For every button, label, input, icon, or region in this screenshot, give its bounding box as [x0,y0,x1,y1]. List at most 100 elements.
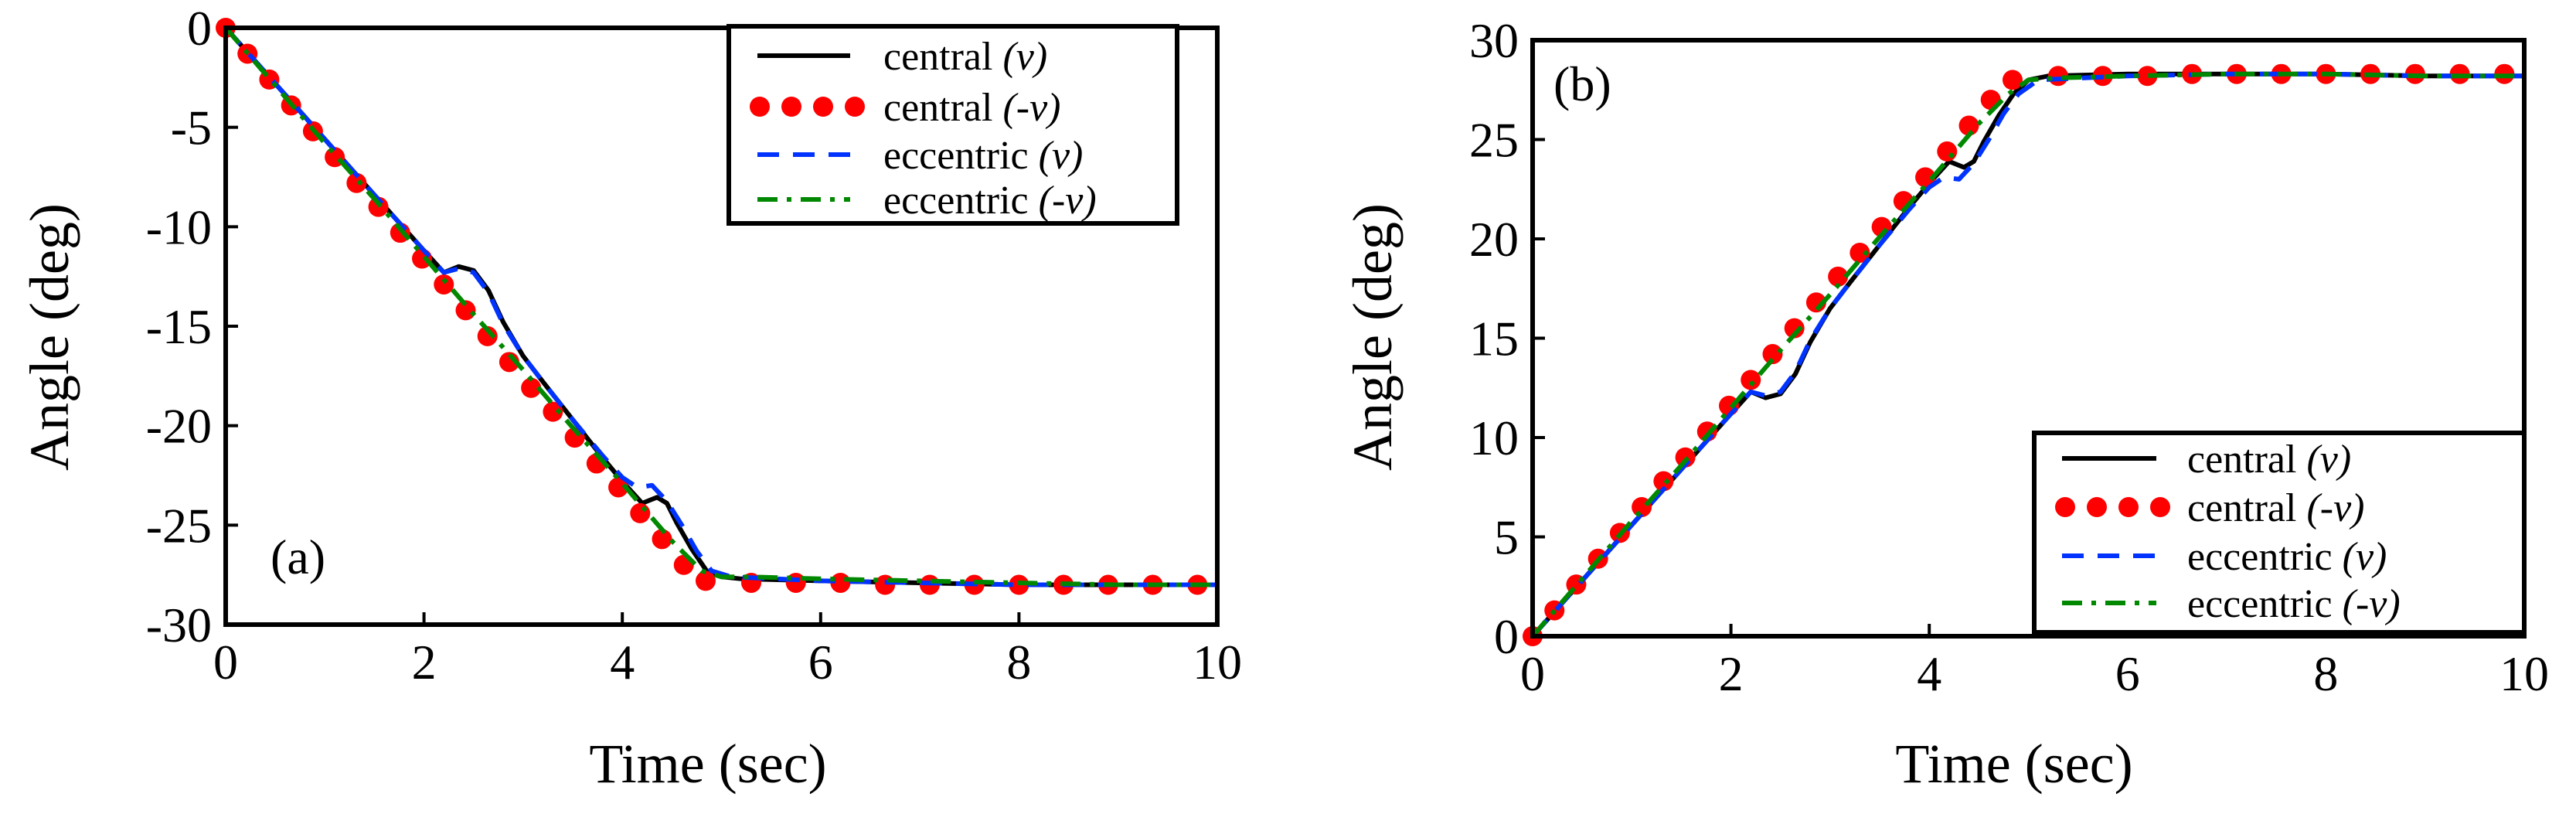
x-tick-label: 4 [610,635,635,690]
panel-b-legend-swatch-dot [2055,497,2075,517]
data-point [434,274,454,295]
data-point [346,172,367,193]
panel-a-legend: central (v) central (-v) eccentric (v) e… [727,24,1179,226]
x-tick-label: 0 [1520,646,1545,701]
panel-a-legend-var-eccentric-v: (v) [1039,134,1084,178]
series-eccentric-neg-v [223,26,1217,588]
data-point [455,300,476,321]
panel-a-legend-var-eccentric-neg-v: (-v) [1039,179,1097,223]
y-tick-label: -30 [146,598,212,652]
panel-a-legend-var-central-neg-v: (-v) [1002,86,1060,130]
y-tick-label: -10 [146,199,212,254]
panel-b-legend-swatch-dot [2118,497,2139,517]
panel-a-xlabel: Time (sec) [589,733,826,795]
panel-b-legend-entry-eccentric-v: eccentric (v) [2062,535,2387,579]
panel-a: Angle (deg) Time (sec) (a) 0 2 4 6 8 10 0 -5 -10… [19,1,1242,795]
panel-b-legend-label-central-v: central (v) [2187,438,2351,482]
panel-b-legend-var-central-v: (v) [2306,438,2351,482]
y-tick-label: 20 [1469,212,1519,267]
x-tick-label: 6 [2115,646,2140,701]
y-tick-label: -25 [146,498,212,553]
data-point [1784,318,1805,339]
x-tick-label: 4 [1917,646,1941,701]
panel-a-legend-entry-central-neg-v: central (-v) [750,86,1060,130]
panel-a-legend-entry-eccentric-v: eccentric (v) [757,134,1083,178]
x-tick-label: 0 [213,635,238,690]
panel-b-legend-swatch-central-neg-v [2055,497,2170,517]
y-tick-label: -20 [146,399,212,454]
panel-a-legend-label-central-neg-v: central (-v) [883,86,1060,130]
data-point [695,570,716,591]
panel-b-legend: central (v) central (-v) eccentric (v) e… [2032,431,2527,635]
panel-a-plot-area: 0 2 4 6 8 10 0 -5 -10 -15 -20 -25 -30 [146,1,1242,690]
panel-b-legend-name-central-v: central [2187,438,2296,482]
panel-b-label: (b) [1553,56,1611,111]
panel-a-legend-swatch-dot [781,97,801,117]
panel-b: Angle (deg) Time (sec) (b) 0 2 4 6 8 10 0 5 10 15… [1342,13,2549,795]
x-tick-label: 2 [412,635,437,690]
data-point [521,377,542,398]
panel-a-ylabel: Angle (deg) [19,203,80,471]
y-tick-label: 0 [187,1,212,56]
data-point [630,502,651,523]
data-point [1653,471,1674,492]
plot-frame [223,26,1220,627]
panel-a-legend-name-eccentric-neg-v: eccentric [883,179,1029,223]
x-tick-label: 10 [1193,635,1242,690]
panel-a-legend-box [727,24,1179,226]
y-tick-label: 5 [1494,510,1519,565]
y-tick-label: 25 [1469,113,1519,168]
plot-frame [1530,38,2527,639]
panel-a-legend-swatch-dot [813,97,833,117]
panel-b-legend-var-eccentric-neg-v: (-v) [2343,582,2401,626]
y-tick-label: -5 [171,100,212,155]
x-tick-label: 8 [2313,646,2338,701]
panel-b-legend-label-central-neg-v: central (-v) [2187,486,2364,530]
panel-a-legend-swatch-central-neg-v [750,97,865,117]
series-eccentric-v [1530,71,2524,638]
y-tick-label: 10 [1469,410,1519,465]
data-point [1762,344,1783,365]
panel-b-legend-var-eccentric-v: (v) [2343,535,2387,579]
x-tick-label: 8 [1006,635,1031,690]
x-tick-label: 10 [2499,646,2549,701]
panel-a-label: (a) [271,530,325,584]
x-tick-label: 2 [1719,646,1744,701]
panel-b-legend-name-central-neg-v: central [2187,486,2296,530]
panel-a-legend-swatch-dot [845,97,865,117]
panel-b-legend-label-eccentric-v: eccentric (v) [2187,535,2387,579]
data-point [1741,370,1761,390]
panel-a-legend-entry-eccentric-neg-v: eccentric (-v) [757,179,1097,223]
panel-b-legend-entry-central-neg-v: central (-v) [2055,486,2364,530]
data-point [652,529,672,550]
panel-b-plot-area: 0 2 4 6 8 10 0 5 10 15 20 25 30 [1469,13,2549,701]
panel-a-legend-label-eccentric-neg-v: eccentric (-v) [883,179,1097,223]
series-central-v [1530,71,2524,638]
series-eccentric-neg-v [1530,71,2524,638]
data-point [477,325,498,346]
y-tick-label: 0 [1494,609,1519,664]
panel-b-legend-name-eccentric-v: eccentric [2187,535,2333,579]
panel-a-legend-var-central-v: (v) [1002,35,1047,79]
panel-b-legend-swatch-dot [2087,497,2107,517]
panel-b-legend-var-central-neg-v: (-v) [2306,486,2364,530]
panel-a-legend-label-central-v: central (v) [883,35,1047,79]
data-point [1828,266,1849,287]
panel-a-legend-label-eccentric-v: eccentric (v) [883,134,1083,178]
panel-b-legend-entry-eccentric-neg-v: eccentric (-v) [2062,582,2401,626]
data-point [608,477,629,498]
panel-b-legend-entry-central-v: central (v) [2062,438,2351,482]
panel-b-legend-label-eccentric-neg-v: eccentric (-v) [2187,582,2401,626]
y-tick-label: 15 [1469,312,1519,366]
data-point [2137,66,2158,87]
data-point [1958,115,1979,136]
data-point [1937,141,1958,162]
data-point [2002,70,2023,90]
data-point [543,401,563,422]
y-tick-label: 30 [1469,13,1519,68]
panel-b-legend-box [2032,431,2527,635]
x-tick-label: 6 [808,635,833,690]
panel-b-ylabel: Angle (deg) [1342,203,1404,471]
